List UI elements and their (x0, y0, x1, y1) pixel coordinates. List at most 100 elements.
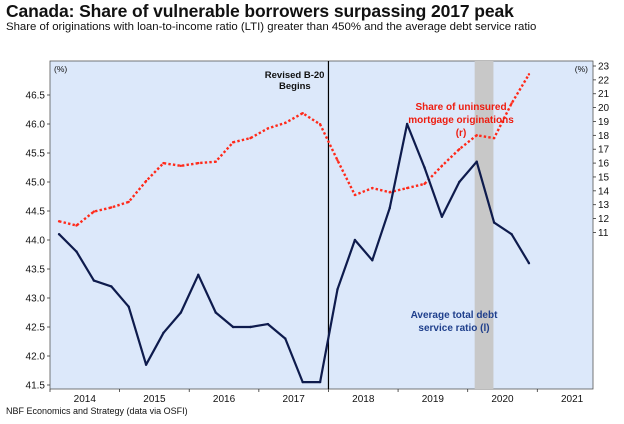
dsr-point (144, 363, 148, 366)
uninsured-point (266, 127, 270, 130)
left-tick-label: 45.5 (26, 149, 46, 160)
b20-label-line2: Begins (279, 81, 311, 92)
uninsured-point (318, 123, 322, 126)
right-tick-label: 21 (598, 89, 610, 100)
left-tick-label: 43.5 (26, 265, 46, 276)
left-tick-label: 46.5 (26, 91, 46, 102)
uninsured-point (110, 206, 113, 209)
dsr-point (405, 122, 409, 126)
series-debt-service-ratio-line (58, 122, 530, 384)
right-tick-label: 14 (598, 186, 610, 197)
uninsured-point (231, 141, 235, 144)
left-axis-unit: (%) (54, 64, 67, 74)
dsr-point (510, 233, 513, 236)
uninsured-point (371, 186, 374, 190)
left-tick-label: 41.5 (26, 381, 46, 392)
right-tick-label: 20 (598, 103, 610, 114)
left-tick-label: 43.0 (26, 294, 46, 305)
uninsured-point (492, 136, 496, 140)
dsr-point (458, 180, 461, 184)
right-tick-label: 18 (598, 131, 610, 142)
dsr-point (388, 206, 391, 210)
uninsured-series-label-line2: mortgage originations (408, 115, 514, 126)
dsr-point (110, 285, 113, 288)
dsr-point (57, 233, 61, 236)
dsr-point (475, 160, 478, 163)
source-note: NBF Economics and Strategy (data via OSF… (6, 406, 188, 416)
right-tick-label: 23 (598, 62, 610, 73)
uninsured-point (405, 186, 409, 190)
dsr-point (527, 262, 531, 265)
uninsured-point (388, 191, 391, 194)
x-tick-label: 2017 (283, 394, 306, 405)
dsr-series-label-line2: service ratio (l) (418, 323, 489, 334)
right-tick-label: 16 (598, 159, 610, 170)
dsr-point (371, 259, 374, 262)
left-axis: 41.5 42.0 42.5 43.0 43.5 44.0 44.5 45.0 45.5 46.0… (26, 91, 50, 392)
dsr-point (423, 166, 426, 169)
uninsured-point (127, 200, 130, 204)
uninsured-point (475, 134, 478, 137)
uninsured-point (75, 224, 78, 227)
x-tick-label: 2020 (491, 394, 514, 405)
uninsured-point (458, 148, 461, 151)
x-tick-label: 2015 (143, 394, 166, 405)
left-tick-label: 42.5 (26, 323, 46, 334)
uninsured-point (510, 102, 513, 105)
plot-area (49, 60, 594, 390)
x-tick-label: 2021 (561, 394, 584, 405)
chart-title: Canada: Share of vulnerable borrowers su… (6, 1, 514, 21)
dsr-point (353, 238, 357, 242)
dsr-point (492, 221, 496, 224)
x-tick-label: 2018 (352, 394, 375, 405)
uninsured-point (353, 193, 357, 197)
dsr-point (266, 322, 270, 326)
data-points (57, 73, 531, 384)
dsr-point (301, 380, 304, 384)
left-tick-label: 46.0 (26, 120, 46, 131)
dsr-point (284, 337, 287, 340)
uninsured-point (57, 220, 61, 223)
right-axis: 11 12 13 14 15 16 17 18 19 20 21 22 23 (593, 62, 610, 239)
uninsured-series-label-line1: Share of uninsured (415, 102, 506, 113)
dsr-point (162, 331, 165, 334)
uninsured-point (336, 159, 339, 162)
dsr-point (231, 325, 235, 329)
uninsured-point (197, 161, 200, 165)
dsr-point (127, 305, 130, 308)
uninsured-point (214, 160, 217, 163)
shaded-period (474, 61, 494, 389)
x-tick-label: 2019 (422, 394, 445, 405)
right-tick-label: 15 (598, 172, 610, 183)
left-tick-label: 44.0 (26, 236, 46, 247)
uninsured-point (440, 164, 444, 168)
x-tick-label: 2014 (74, 394, 97, 405)
right-axis-unit: (%) (575, 64, 588, 74)
series-uninsured-share-line (58, 73, 531, 227)
left-tick-label: 44.5 (26, 207, 46, 218)
uninsured-series-label-line3: (r) (456, 128, 467, 139)
right-tick-label: 13 (598, 200, 610, 211)
chart-subtitle: Share of originations with loan-to-incom… (6, 21, 537, 33)
b20-label-line1: Revised B-20 (265, 70, 325, 81)
uninsured-point (527, 73, 531, 76)
dsr-series-label-line1: Average total debt (411, 310, 499, 321)
dsr-point (214, 311, 217, 314)
dsr-point (336, 288, 339, 291)
uninsured-point (92, 210, 96, 213)
uninsured-point (179, 164, 183, 168)
dsr-point (318, 380, 322, 384)
dsr-point (75, 250, 78, 253)
uninsured-point (144, 179, 148, 183)
dsr-point (179, 311, 183, 314)
right-tick-label: 17 (598, 145, 610, 156)
dsr-point (249, 325, 252, 329)
right-tick-label: 12 (598, 214, 610, 225)
x-tick-label: 2016 (213, 394, 236, 405)
right-tick-label: 22 (598, 75, 610, 86)
right-tick-label: 11 (598, 228, 609, 239)
left-tick-label: 45.0 (26, 178, 46, 189)
dsr-point (440, 215, 444, 218)
uninsured-point (423, 182, 426, 186)
uninsured-point (284, 121, 287, 125)
